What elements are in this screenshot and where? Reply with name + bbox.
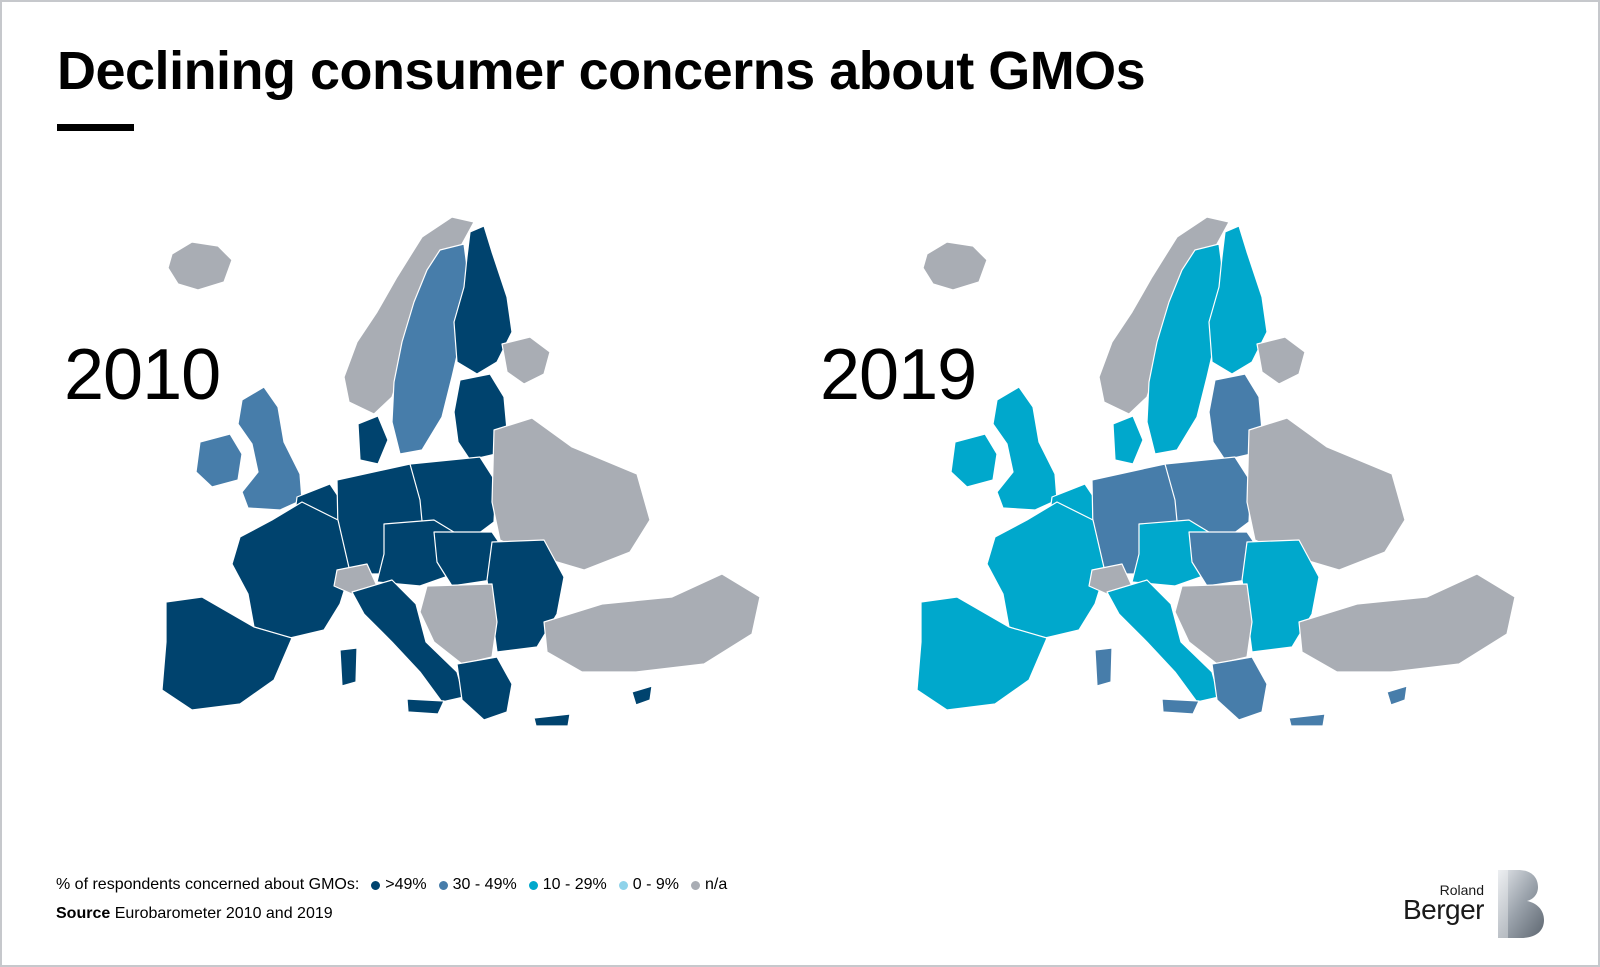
- title-underline: [57, 124, 134, 131]
- legend-item-label: 30 - 49%: [452, 876, 517, 893]
- region-ireland: [950, 433, 998, 488]
- region-turkey: [543, 573, 761, 673]
- logo-text-berger: Berger: [1402, 894, 1485, 925]
- legend-swatch: [438, 880, 448, 890]
- europe-map-2010: [152, 202, 792, 762]
- region-ukraine-belarus: [491, 417, 651, 571]
- legend-item-30-49: 30 - 49%: [438, 876, 517, 894]
- logo-text-roland: Roland: [1439, 882, 1484, 898]
- logo-b-mark-icon: [1498, 870, 1544, 938]
- region-finland: [453, 225, 513, 375]
- source-note: Source Eurobarometer 2010 and 2019: [56, 905, 333, 923]
- region-iberia: [161, 596, 293, 711]
- region-ireland: [195, 433, 243, 488]
- region-ukraine-belarus: [1246, 417, 1406, 571]
- region-france: [231, 501, 351, 639]
- legend-swatch: [691, 880, 700, 890]
- region-denmark: [357, 415, 389, 465]
- source-text: Eurobarometer 2010 and 2019: [114, 905, 333, 922]
- region-russia: [501, 336, 551, 385]
- legend-item-na: n/a: [691, 876, 727, 894]
- region-islands: [339, 647, 653, 727]
- region-russia: [1256, 336, 1306, 385]
- legend-swatch: [528, 880, 538, 890]
- legend-item-0-9: 0 - 9%: [618, 876, 679, 894]
- roland-berger-logo: Roland Berger: [1398, 868, 1548, 940]
- legend-item-over-49: >49%: [371, 876, 427, 894]
- europe-map-svg-2019: [916, 216, 1516, 727]
- region-uk: [992, 386, 1058, 511]
- map-year-label-2019: 2019: [820, 335, 977, 415]
- legend-item-10-29: 10 - 29%: [528, 876, 607, 894]
- region-greece: [1211, 656, 1268, 721]
- map-year-label-2010: 2010: [64, 335, 221, 415]
- legend-swatch: [618, 880, 628, 890]
- legend-item-label: 0 - 9%: [632, 876, 679, 893]
- legend-item-label: n/a: [705, 876, 728, 893]
- legend-item-label: >49%: [385, 876, 427, 893]
- region-greece: [456, 656, 513, 721]
- legend-label: % of respondents concerned about GMOs:: [56, 876, 360, 893]
- europe-map-2019: [907, 202, 1547, 762]
- page-title: Declining consumer concerns about GMOs: [57, 41, 1146, 101]
- region-iberia: [916, 596, 1048, 711]
- europe-map-svg-2010: [161, 216, 761, 727]
- source-label: Source: [56, 905, 111, 922]
- legend: % of respondents concerned about GMOs: >…: [56, 876, 727, 894]
- region-denmark: [1112, 415, 1144, 465]
- region-islands: [1094, 647, 1408, 727]
- legend-swatch: [371, 880, 381, 890]
- region-iceland: [922, 241, 988, 291]
- region-france: [986, 501, 1106, 639]
- region-iceland: [167, 241, 233, 291]
- region-finland: [1208, 225, 1268, 375]
- region-turkey: [1298, 573, 1516, 673]
- region-uk: [237, 386, 303, 511]
- legend-item-label: 10 - 29%: [542, 876, 607, 893]
